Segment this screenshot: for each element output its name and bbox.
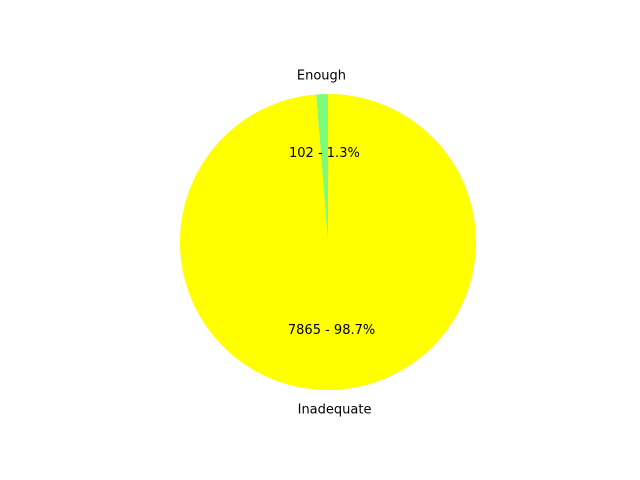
pie-value-label-enough: 102 - 1.3% [289, 146, 360, 161]
pie-value-label-inadequate: 7865 - 98.7% [288, 323, 375, 338]
pie-label-enough: Enough [297, 68, 346, 83]
pie-label-inadequate: Inadequate [298, 402, 372, 417]
pie-slices [179, 94, 476, 390]
pie-slice-inadequate [179, 94, 476, 390]
pie-labels: Enough 102 - 1.3% Inadequate 7865 - 98.7% [288, 68, 375, 417]
pie-slice-enough [316, 94, 328, 242]
